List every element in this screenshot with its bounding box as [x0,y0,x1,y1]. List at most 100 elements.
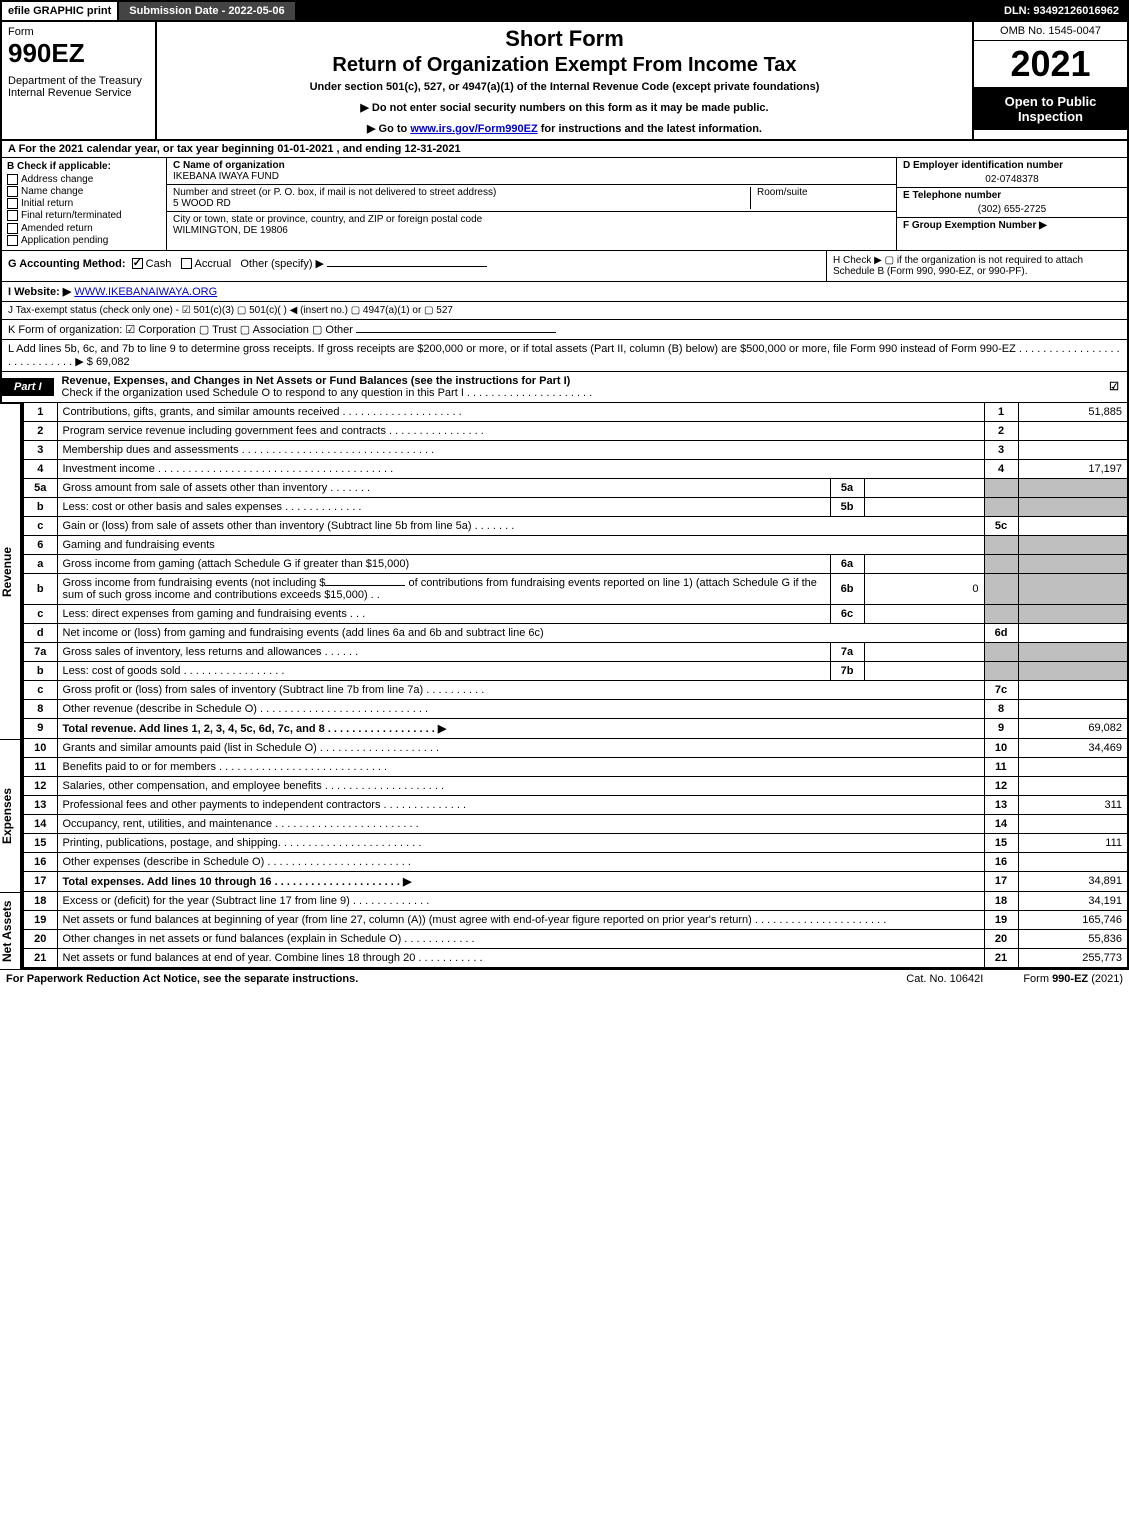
chk-application-pending[interactable]: Application pending [7,235,161,246]
website-link[interactable]: WWW.IKEBANAIWAYA.ORG [74,286,217,298]
line-18: 18 Excess or (deficit) for the year (Sub… [23,892,1128,911]
street-label: Number and street (or P. O. box, if mail… [173,187,750,198]
revenue-section: Revenue 1 Contributions, gifts, grants, … [0,403,1129,739]
schedule-b-check: H Check ▶ ▢ if the organization is not r… [827,251,1127,281]
phone-label: E Telephone number [903,190,1121,201]
top-bar: efile GRAPHIC print Submission Date - 20… [0,0,1129,22]
expenses-table: 10 Grants and similar amounts paid (list… [22,739,1129,892]
part-i-title: Revenue, Expenses, and Changes in Net As… [54,372,1110,402]
open-public-label: Open to Public Inspection [974,88,1127,130]
row-gh: G Accounting Method: Cash Accrual Other … [0,251,1129,282]
main-title: Return of Organization Exempt From Incom… [163,54,966,77]
footer-cat-no: Cat. No. 10642I [906,973,983,985]
line-6c: c Less: direct expenses from gaming and … [23,604,1128,623]
line-15: 15 Printing, publications, postage, and … [23,833,1128,852]
box-def: D Employer identification number 02-0748… [897,158,1127,250]
line-12: 12 Salaries, other compensation, and emp… [23,776,1128,795]
line-9: 9 Total revenue. Add lines 1, 2, 3, 4, 5… [23,718,1128,738]
line-14: 14 Occupancy, rent, utilities, and maint… [23,814,1128,833]
note-2-prefix: ▶ Go to [367,123,410,135]
net-assets-table: 18 Excess or (deficit) for the year (Sub… [22,892,1129,969]
chk-address-change[interactable]: Address change [7,174,161,185]
line-19: 19 Net assets or fund balances at beginn… [23,910,1128,929]
net-assets-sidelabel: Net Assets [0,892,22,969]
line-3: 3 Membership dues and assessments . . . … [23,440,1128,459]
short-form-title: Short Form [163,26,966,52]
line-8: 8 Other revenue (describe in Schedule O)… [23,699,1128,718]
line-6d: d Net income or (loss) from gaming and f… [23,623,1128,642]
line-16: 16 Other expenses (describe in Schedule … [23,852,1128,871]
part-i-tab: Part I [2,378,54,396]
footer-left: For Paperwork Reduction Act Notice, see … [6,973,358,985]
part-i-check: ☑ [1109,380,1127,393]
note-2-suffix: for instructions and the latest informat… [538,123,762,135]
chk-final-return[interactable]: Final return/terminated [7,210,161,221]
group-exemption-label: F Group Exemption Number ▶ [903,220,1121,231]
accounting-method: G Accounting Method: Cash Accrual Other … [2,251,827,281]
line-20: 20 Other changes in net assets or fund b… [23,929,1128,948]
line-7c: c Gross profit or (loss) from sales of i… [23,680,1128,699]
box-c: C Name of organization IKEBANA IWAYA FUN… [167,158,897,250]
line-5c: c Gain or (loss) from sale of assets oth… [23,516,1128,535]
irs-link[interactable]: www.irs.gov/Form990EZ [410,123,537,135]
line-7b: b Less: cost of goods sold . . . . . . .… [23,661,1128,680]
net-assets-section: Net Assets 18 Excess or (deficit) for th… [0,892,1129,969]
line-5b: b Less: cost or other basis and sales ex… [23,497,1128,516]
line-1: 1 Contributions, gifts, grants, and simi… [23,403,1128,422]
street-value: 5 WOOD RD [173,198,750,209]
section-a: A For the 2021 calendar year, or tax yea… [0,141,1129,158]
tax-exempt-status-row: J Tax-exempt status (check only one) - ☑… [0,302,1129,320]
line-6: 6 Gaming and fundraising events [23,535,1128,554]
chk-amended-return[interactable]: Amended return [7,223,161,234]
org-name-label: C Name of organization [173,160,285,171]
department-label: Department of the Treasury Internal Reve… [8,75,149,99]
line-21: 21 Net assets or fund balances at end of… [23,948,1128,968]
info-grid: B Check if applicable: Address change Na… [0,158,1129,251]
chk-initial-return[interactable]: Initial return [7,198,161,209]
line-7a: 7a Gross sales of inventory, less return… [23,642,1128,661]
tax-year: 2021 [974,41,1127,88]
revenue-table: 1 Contributions, gifts, grants, and simi… [22,403,1129,739]
footer-form-ref: Form 990-EZ (2021) [1023,973,1123,985]
city-label: City or town, state or province, country… [173,214,890,225]
room-suite-label: Room/suite [750,187,890,209]
chk-accrual[interactable] [181,258,192,269]
line-10: 10 Grants and similar amounts paid (list… [23,739,1128,758]
header-center: Short Form Return of Organization Exempt… [157,22,972,139]
note-1: ▶ Do not enter social security numbers o… [163,101,966,114]
form-header: Form 990EZ Department of the Treasury In… [0,22,1129,141]
page-footer: For Paperwork Reduction Act Notice, see … [0,969,1129,988]
city-value: WILMINGTON, DE 19806 [173,225,890,236]
dln-label: DLN: 93492126016962 [996,2,1127,20]
box-b: B Check if applicable: Address change Na… [2,158,167,250]
line-17: 17 Total expenses. Add lines 10 through … [23,871,1128,891]
form-of-org-row: K Form of organization: ☑ Corporation ▢ … [0,320,1129,340]
form-label: Form [8,26,149,38]
line-5a: 5a Gross amount from sale of assets othe… [23,478,1128,497]
line-11: 11 Benefits paid to or for members . . .… [23,757,1128,776]
phone-value: (302) 655-2725 [903,201,1121,215]
note-2: ▶ Go to www.irs.gov/Form990EZ for instru… [163,122,966,135]
line-6a: a Gross income from gaming (attach Sched… [23,554,1128,573]
org-name: IKEBANA IWAYA FUND [173,171,890,182]
gross-receipts-amount: 69,082 [96,356,130,368]
submission-date-label: Submission Date - 2022-05-06 [119,2,296,20]
box-b-header: B Check if applicable: [7,161,161,172]
subtitle: Under section 501(c), 527, or 4947(a)(1)… [163,81,966,93]
expenses-section: Expenses 10 Grants and similar amounts p… [0,739,1129,892]
chk-cash[interactable] [132,258,143,269]
header-right: OMB No. 1545-0047 2021 Open to Public In… [972,22,1127,139]
line-2: 2 Program service revenue including gove… [23,421,1128,440]
ein-value: 02-0748378 [903,171,1121,185]
website-row: I Website: ▶ WWW.IKEBANAIWAYA.ORG [0,282,1129,302]
line-13: 13 Professional fees and other payments … [23,795,1128,814]
ein-label: D Employer identification number [903,160,1121,171]
expenses-sidelabel: Expenses [0,739,22,892]
efile-print-label[interactable]: efile GRAPHIC print [2,2,119,20]
revenue-sidelabel: Revenue [0,403,22,739]
line-4: 4 Investment income . . . . . . . . . . … [23,459,1128,478]
gross-receipts-row: L Add lines 5b, 6c, and 7b to line 9 to … [0,340,1129,372]
header-left: Form 990EZ Department of the Treasury In… [2,22,157,139]
chk-name-change[interactable]: Name change [7,186,161,197]
form-number: 990EZ [8,38,149,69]
